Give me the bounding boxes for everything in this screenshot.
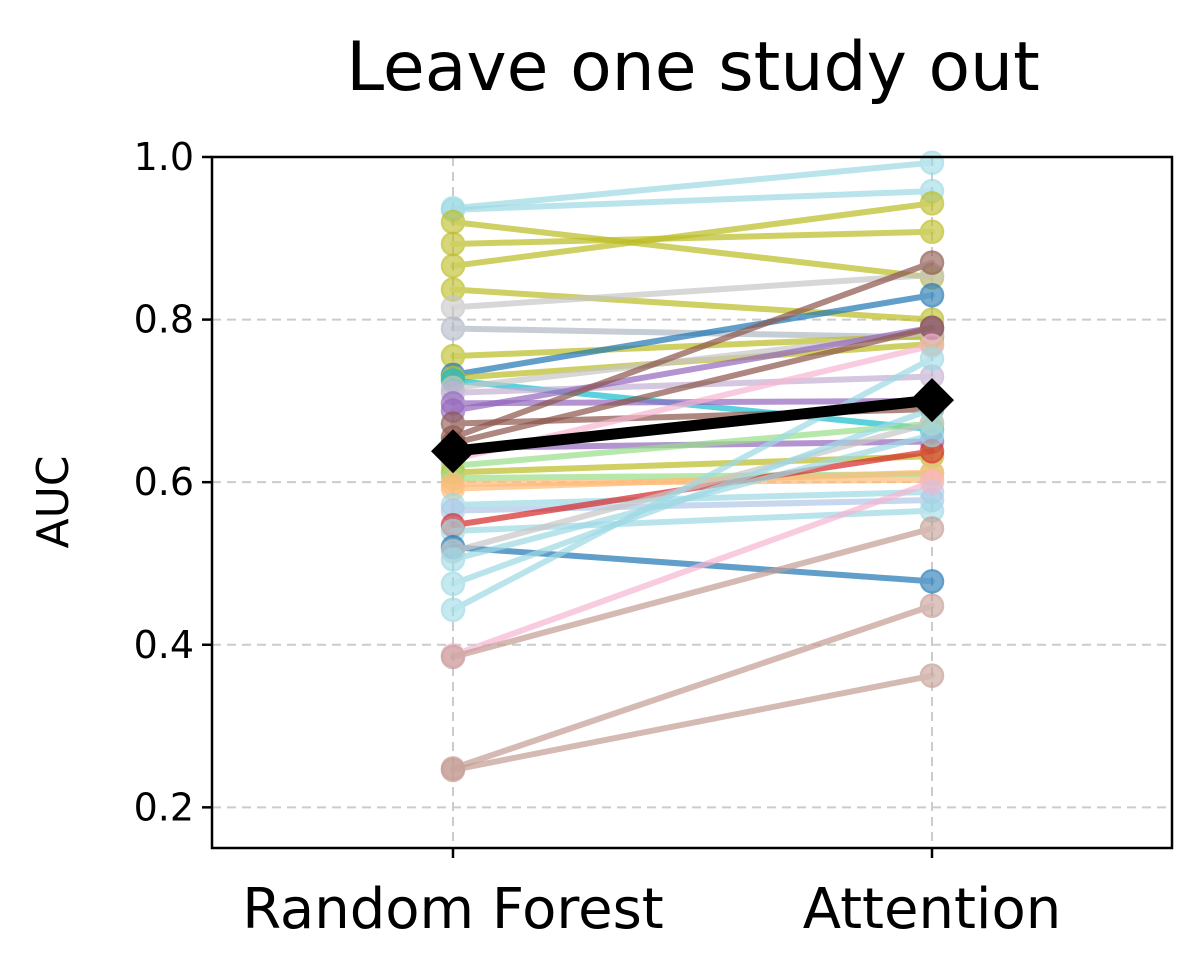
series-line — [450, 324, 935, 414]
series-line — [450, 672, 935, 773]
series-35 — [440, 346, 945, 623]
x-tick-label: Attention — [803, 877, 1061, 942]
series-point — [919, 282, 945, 308]
series-line — [450, 200, 935, 269]
series-point — [919, 191, 945, 216]
series-line — [450, 602, 935, 772]
chart-title: Leave one study out — [346, 28, 1040, 107]
series-point — [919, 150, 945, 175]
series-point — [919, 469, 945, 495]
series-line — [450, 497, 935, 514]
series-point — [440, 757, 466, 783]
series-line — [450, 525, 935, 660]
series-point — [919, 516, 945, 541]
plot-frame — [210, 155, 1174, 850]
axis-ticks: 0.2 0.4 0.6 0.8 1.0 Random Forest Attention — [134, 135, 1062, 942]
y-axis-label: AUC — [28, 455, 79, 548]
series-4 — [440, 219, 945, 257]
series-line — [450, 228, 935, 247]
mean-marker — [431, 429, 475, 474]
series-line — [450, 453, 935, 476]
series-point — [919, 569, 945, 594]
y-tick-label: 0.4 — [134, 623, 194, 667]
series-lines — [440, 150, 945, 783]
series-point — [440, 231, 466, 257]
series-39 — [440, 663, 945, 783]
series-line — [450, 259, 935, 441]
series-point — [440, 644, 466, 670]
series-line — [450, 420, 935, 469]
series-point — [440, 295, 466, 320]
y-tick-label: 0.6 — [134, 460, 194, 504]
series-line — [450, 271, 935, 311]
series-line — [450, 406, 935, 587]
mean-series — [431, 378, 954, 474]
series-point — [919, 422, 945, 448]
mean-line — [447, 394, 938, 457]
series-line — [450, 324, 935, 447]
series-point — [919, 219, 945, 245]
series-5 — [440, 191, 945, 279]
y-tick-label: 0.8 — [134, 298, 194, 342]
series-37 — [440, 516, 945, 670]
series-point — [919, 593, 945, 618]
x-tick-label: Random Forest — [242, 877, 664, 942]
series-line — [450, 479, 935, 659]
series-line — [450, 188, 935, 213]
series-line — [450, 219, 935, 281]
series-point — [440, 209, 466, 235]
series-line — [450, 544, 935, 585]
series-point — [440, 597, 466, 623]
series-line — [450, 355, 935, 613]
mean-marker — [910, 378, 954, 423]
series-point — [919, 250, 945, 275]
series-line — [450, 292, 935, 378]
series-point — [919, 346, 945, 371]
y-tick-label: 1.0 — [134, 135, 194, 179]
series-point — [440, 253, 466, 279]
series-line — [450, 159, 935, 212]
series-point — [440, 571, 466, 597]
series-line — [450, 469, 935, 492]
series-point — [440, 547, 466, 572]
y-tick-label: 0.2 — [134, 785, 194, 829]
series-point — [440, 316, 466, 341]
series-point — [919, 663, 945, 688]
series-line — [450, 286, 935, 323]
